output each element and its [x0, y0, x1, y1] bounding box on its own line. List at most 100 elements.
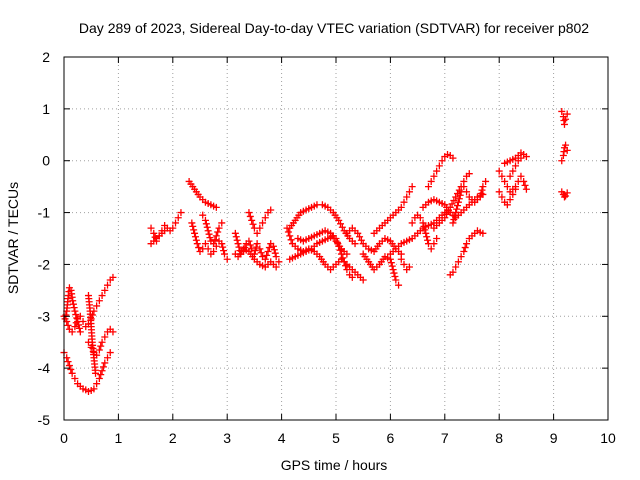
- data-point: [257, 249, 265, 257]
- data-point: [453, 205, 461, 213]
- data-point: [71, 307, 79, 315]
- data-point: [451, 212, 459, 220]
- data-point: [335, 242, 343, 250]
- data-point: [246, 212, 254, 220]
- data-point: [558, 107, 566, 115]
- y-tick-label: 1: [42, 101, 50, 117]
- data-arc: [501, 149, 530, 167]
- data-point: [287, 236, 295, 244]
- data-point: [245, 209, 253, 217]
- data-point: [98, 292, 106, 300]
- data-point: [206, 234, 214, 242]
- data-arc: [286, 232, 337, 263]
- x-tick-label: 6: [387, 430, 395, 446]
- data-point: [75, 324, 83, 332]
- data-arc: [370, 183, 416, 237]
- data-point: [456, 191, 464, 199]
- y-tick-label: 0: [42, 153, 50, 169]
- data-point: [560, 120, 568, 128]
- x-tick-label: 5: [332, 430, 340, 446]
- data-arc: [188, 219, 231, 263]
- data-point: [264, 247, 272, 255]
- data-point: [476, 193, 484, 201]
- data-point: [463, 188, 471, 196]
- data-point: [98, 338, 106, 346]
- data-point: [76, 328, 84, 336]
- data-arc: [408, 211, 441, 253]
- data-point: [211, 236, 219, 244]
- data-point: [450, 215, 458, 223]
- data-point: [220, 247, 228, 255]
- data-point: [520, 177, 528, 185]
- data-point: [220, 250, 228, 258]
- data-point: [269, 242, 277, 250]
- y-tick-label: -1: [38, 205, 51, 221]
- data-point: [517, 172, 525, 180]
- data-point: [522, 185, 530, 193]
- data-point: [359, 276, 367, 284]
- data-point: [174, 214, 182, 222]
- y-tick-label: 2: [42, 49, 50, 65]
- data-arc: [294, 227, 351, 258]
- data-point: [210, 247, 218, 255]
- data-point: [199, 211, 207, 219]
- data-point: [256, 224, 264, 232]
- x-tick-label: 7: [441, 430, 449, 446]
- data-point: [172, 219, 180, 227]
- data-point: [253, 240, 261, 248]
- data-point: [189, 222, 197, 230]
- data-point: [151, 233, 159, 241]
- data-point: [422, 229, 430, 237]
- data-point: [286, 232, 294, 240]
- x-axis-label: GPS time / hours: [281, 457, 388, 473]
- data-point: [284, 228, 292, 236]
- data-point: [503, 183, 511, 191]
- data-point: [271, 249, 279, 257]
- data-point: [64, 358, 72, 366]
- data-point: [267, 206, 275, 214]
- data-point: [387, 259, 395, 267]
- data-point: [97, 371, 105, 379]
- data-point: [562, 141, 570, 149]
- data-arc: [286, 201, 359, 248]
- data-point: [210, 240, 218, 248]
- data-point: [388, 262, 396, 270]
- data-arc: [199, 211, 226, 248]
- data-point: [421, 226, 429, 234]
- data-point: [68, 369, 76, 377]
- data-point: [389, 266, 397, 274]
- data-point: [509, 167, 517, 175]
- data-point: [101, 333, 109, 341]
- data-point: [204, 227, 212, 235]
- x-tick-label: 3: [223, 430, 231, 446]
- data-point: [147, 224, 155, 232]
- data-point: [253, 229, 261, 237]
- data-point: [405, 263, 413, 271]
- data-arc: [558, 107, 571, 128]
- data-point: [92, 369, 100, 377]
- data-point: [433, 167, 441, 175]
- data-arc: [359, 250, 403, 289]
- data-point: [517, 154, 525, 162]
- data-point: [430, 172, 438, 180]
- data-point: [246, 241, 254, 249]
- data-point: [223, 255, 231, 263]
- data-point: [454, 198, 462, 206]
- y-tick-label: -4: [38, 360, 51, 376]
- data-point: [563, 110, 571, 118]
- x-tick-label: 4: [278, 430, 286, 446]
- data-point: [336, 246, 344, 254]
- y-tick-label: -5: [38, 412, 51, 428]
- data-point: [73, 314, 81, 322]
- data-arc: [449, 177, 490, 227]
- data-point: [259, 219, 267, 227]
- data-point: [104, 281, 112, 289]
- data-point: [408, 183, 416, 191]
- axis-ticks: [63, 56, 609, 421]
- data-point: [72, 311, 80, 319]
- data-arc: [397, 255, 413, 274]
- data-point: [70, 304, 78, 312]
- data-point: [454, 258, 462, 266]
